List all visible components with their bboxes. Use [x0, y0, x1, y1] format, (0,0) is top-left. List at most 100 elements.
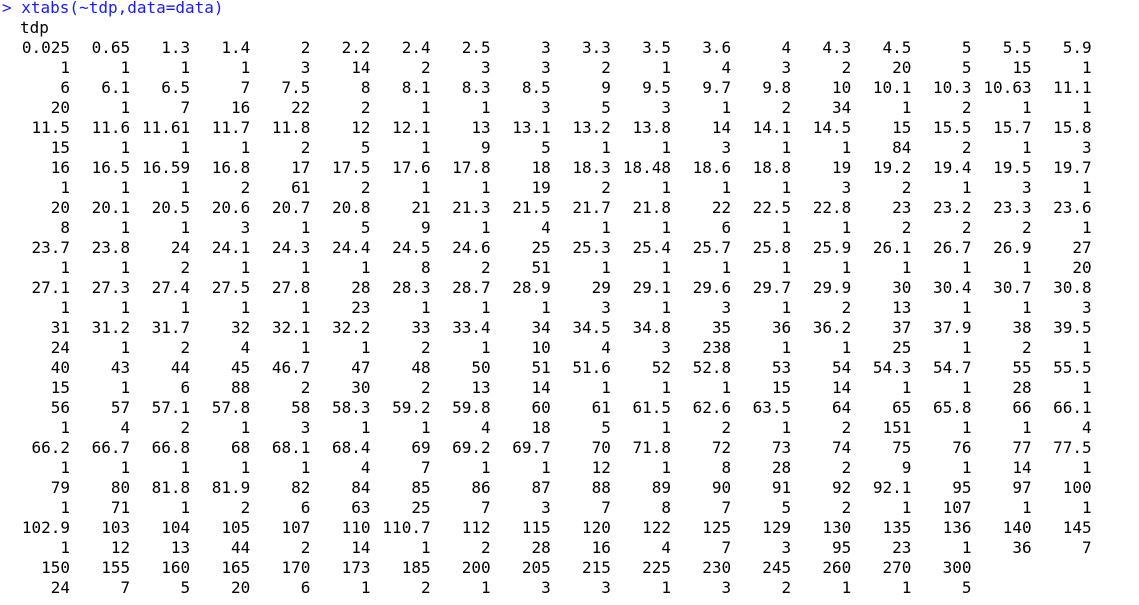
value-label: 66.8	[151, 438, 191, 457]
value-label: 215	[581, 558, 611, 577]
count: 1	[240, 258, 251, 277]
count: 1	[60, 58, 70, 77]
count: 3	[781, 58, 792, 77]
count: 6	[300, 498, 311, 517]
value-label: 35	[711, 318, 732, 337]
value-label: 12.1	[392, 118, 431, 137]
count: 13	[892, 298, 912, 317]
count: 18	[531, 418, 551, 437]
value-label: 21.8	[632, 198, 671, 217]
value-label: 19.4	[932, 158, 972, 177]
value-label: 30.8	[1053, 278, 1092, 297]
count: 3	[841, 178, 852, 197]
count: 3	[661, 338, 671, 357]
value-label: 245	[762, 558, 792, 577]
value-label: 26.7	[932, 238, 972, 257]
count: 1	[1021, 298, 1032, 317]
count: 3	[721, 298, 732, 317]
value-label: 45	[231, 358, 251, 377]
count: 7	[481, 498, 491, 517]
value-label: 15.7	[993, 118, 1032, 137]
count: 3	[721, 578, 732, 597]
count: 1	[1082, 218, 1092, 237]
value-label: 25.3	[572, 238, 611, 257]
value-label: 13.1	[512, 118, 551, 137]
value-label: 10.1	[872, 78, 912, 97]
count: 20	[1072, 258, 1092, 277]
value-label: 32.2	[331, 318, 371, 337]
count: 6	[721, 218, 732, 237]
value-label: 19	[832, 158, 852, 177]
count: 28	[771, 458, 792, 477]
count: 88	[231, 378, 251, 397]
value-label: 34.8	[632, 318, 671, 337]
value-label: 97	[1012, 478, 1032, 497]
count: 9	[420, 218, 431, 237]
value-label: 75	[892, 438, 912, 457]
count: 3	[541, 498, 551, 517]
count: 1	[420, 138, 431, 157]
count: 1	[841, 138, 852, 157]
count: 2	[300, 538, 311, 557]
count: 5	[360, 138, 371, 157]
count: 8	[420, 258, 431, 277]
count: 1	[481, 218, 491, 237]
count: 1	[420, 178, 431, 197]
count: 1	[60, 538, 70, 557]
count: 1	[781, 298, 792, 317]
count: 15	[50, 138, 70, 157]
value-label: 15.8	[1053, 118, 1092, 137]
value-label: 145	[1062, 518, 1092, 537]
count: 44	[231, 538, 251, 557]
value-label: 32	[231, 318, 251, 337]
count: 36	[1012, 538, 1032, 557]
count: 13	[471, 378, 491, 397]
count: 6	[180, 378, 191, 397]
value-label: 129	[762, 518, 792, 537]
count: 19	[531, 178, 551, 197]
value-label: 28.3	[392, 278, 431, 297]
count: 1	[661, 258, 671, 277]
value-label: 68	[231, 438, 251, 457]
value-label: 21.5	[512, 198, 551, 217]
value-label: 30	[892, 278, 912, 297]
value-label: 11.6	[91, 118, 131, 137]
value-label: 69	[411, 438, 431, 457]
count: 1	[961, 418, 972, 437]
count: 5	[961, 58, 972, 77]
count: 4	[541, 218, 551, 237]
count: 151	[882, 418, 912, 437]
value-label: 25.9	[812, 238, 852, 257]
count: 9	[901, 458, 912, 477]
count: 1	[901, 98, 912, 117]
value-label: 260	[822, 558, 852, 577]
value-label: 69.2	[452, 438, 491, 457]
value-label: 18.6	[692, 158, 732, 177]
count: 1	[481, 178, 491, 197]
count: 3	[1021, 178, 1032, 197]
count: 1	[781, 178, 792, 197]
count: 1	[240, 138, 251, 157]
count: 1	[1082, 178, 1092, 197]
value-label: 225	[642, 558, 671, 577]
count: 61	[291, 178, 311, 197]
count: 1	[481, 578, 491, 597]
count: 7	[601, 498, 611, 517]
count: 3	[721, 138, 732, 157]
count: 2	[601, 178, 611, 197]
value-label: 52	[651, 358, 671, 377]
command: > xtabs(~tdp,data=data)	[2, 0, 224, 17]
count: 1	[961, 258, 972, 277]
count: 2	[300, 378, 311, 397]
value-label: 59.8	[452, 398, 491, 417]
count: 2	[420, 338, 431, 357]
count: 1	[120, 178, 131, 197]
value-label: 25.8	[752, 238, 792, 257]
count: 23	[892, 538, 912, 557]
count: 1	[541, 458, 551, 477]
count: 14	[1012, 458, 1032, 477]
count: 3	[601, 298, 611, 317]
value-label: 10	[832, 78, 852, 97]
value-label: 32.1	[271, 318, 311, 337]
count: 6	[300, 578, 311, 597]
